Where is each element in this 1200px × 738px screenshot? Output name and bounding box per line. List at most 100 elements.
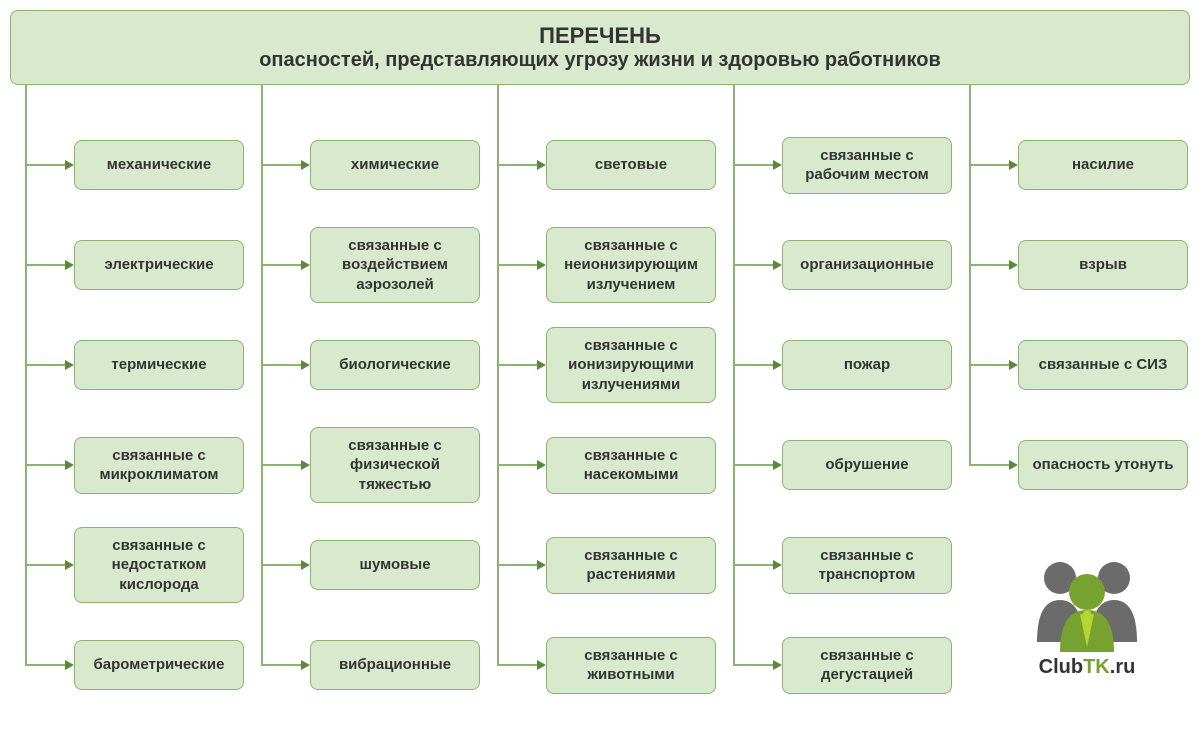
logo-text: ClubTK.ru [1039,656,1136,679]
connector-horiz [733,664,773,666]
arrow-icon [1009,160,1018,170]
hazard-item: химические [310,140,480,190]
item-row: связанные с воздействием аэрозолей [246,215,482,315]
hazard-item: связанные с насекомыми [546,437,716,494]
hazard-item: связанные с растениями [546,537,716,594]
logo-container: ClubTK.ru [954,515,1190,715]
connector-horiz [261,464,301,466]
hazard-item: биологические [310,340,480,390]
connector-horiz [969,464,1009,466]
arrow-icon [301,360,310,370]
hazard-item: связанные с дегустацией [782,637,952,694]
item-row: термические [10,315,246,415]
hazard-item: связанные с неионизирующим излучением [546,227,716,304]
connector-horiz [261,564,301,566]
arrow-icon [1009,360,1018,370]
item-row: биологические [246,315,482,415]
item-row: пожар [718,315,954,415]
logo-brand-accent: TK [1083,656,1110,678]
item-row: связанные с недостатком кислорода [10,515,246,615]
item-row: механические [10,115,246,215]
hazard-item: связанные с микроклиматом [74,437,244,494]
connector-horiz [497,164,537,166]
item-row: барометрические [10,615,246,715]
item-row: связанные с микроклиматом [10,415,246,515]
arrow-icon [773,160,782,170]
hazard-item: электрические [74,240,244,290]
connector-horiz [25,364,65,366]
hazard-item: шумовые [310,540,480,590]
connector-horiz [969,264,1009,266]
hazard-item: связанные с физической тяжестью [310,427,480,504]
hazard-item: опасность утонуть [1018,440,1188,490]
item-row: связанные с неионизирующим излучением [482,215,718,315]
item-row: связанные с физической тяжестью [246,415,482,515]
connector-horiz [261,164,301,166]
arrow-icon [537,660,546,670]
hazard-item: организационные [782,240,952,290]
item-row: обрушение [718,415,954,515]
item-row: связанные с дегустацией [718,615,954,715]
connector-horiz [25,664,65,666]
item-row: вибрационные [246,615,482,715]
arrow-icon [65,560,74,570]
connector-horiz [733,164,773,166]
arrow-icon [65,360,74,370]
logo-brand-main: Club [1039,656,1083,678]
arrow-icon [301,260,310,270]
item-row: насилие [954,115,1190,215]
people-group-icon [1022,552,1152,652]
item-row: взрыв [954,215,1190,315]
connector-horiz [497,364,537,366]
item-row: связанные с насекомыми [482,415,718,515]
arrow-icon [537,160,546,170]
item-row: связанные с рабочим местом [718,115,954,215]
hazard-item: механические [74,140,244,190]
hazard-item: вибрационные [310,640,480,690]
arrow-icon [65,660,74,670]
item-row: организационные [718,215,954,315]
connector-horiz [969,164,1009,166]
hazard-item: термические [74,340,244,390]
hazard-item: световые [546,140,716,190]
arrow-icon [301,560,310,570]
hazard-item: взрыв [1018,240,1188,290]
arrow-icon [537,460,546,470]
header-subtitle: опасностей, представляющих угрозу жизни … [31,49,1169,72]
item-row: световые [482,115,718,215]
hazard-item: связанные с транспортом [782,537,952,594]
columns-container: механические электрические термические с… [10,85,1190,715]
arrow-icon [537,560,546,570]
connector-horiz [497,664,537,666]
connector-horiz [25,564,65,566]
arrow-icon [773,460,782,470]
connector-horiz [25,164,65,166]
connector-horiz [497,464,537,466]
arrow-icon [773,360,782,370]
item-row: химические [246,115,482,215]
arrow-icon [537,360,546,370]
column-5: насилие взрыв связанные с СИЗ опасность … [954,85,1190,715]
hazard-item: связанные с воздействием аэрозолей [310,227,480,304]
item-row: связанные с ионизирующими излучениями [482,315,718,415]
arrow-icon [65,160,74,170]
connector-horiz [261,364,301,366]
hazard-item: связанные с ионизирующими излучениями [546,327,716,404]
connector-horiz [733,464,773,466]
column-3: световые связанные с неионизирующим излу… [482,85,718,715]
connector-horiz [261,664,301,666]
hazard-item: связанные с СИЗ [1018,340,1188,390]
connector-horiz [969,364,1009,366]
header-box: ПЕРЕЧЕНЬ опасностей, представляющих угро… [10,10,1190,85]
hazard-item: связанные с рабочим местом [782,137,952,194]
column-2: химические связанные с воздействием аэро… [246,85,482,715]
column-1: механические электрические термические с… [10,85,246,715]
arrow-icon [773,560,782,570]
arrow-icon [1009,260,1018,270]
connector-horiz [25,464,65,466]
header-title: ПЕРЕЧЕНЬ [31,23,1169,49]
hazard-item: связанные с животными [546,637,716,694]
arrow-icon [301,160,310,170]
connector-horiz [25,264,65,266]
arrow-icon [301,660,310,670]
